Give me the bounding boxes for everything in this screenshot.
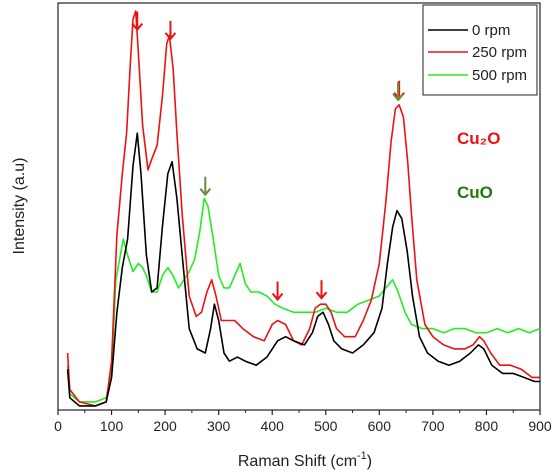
legend-label-0-rpm: 0 rpm [472, 22, 510, 39]
peak-markers [131, 11, 405, 302]
x-axis-title: Raman Shift (cm-1) [238, 450, 372, 470]
x-axis-title-main: Raman Shift (cm [238, 453, 357, 470]
peak-arrow-marker [199, 176, 212, 197]
series-line-250-rpm [66, 10, 540, 407]
peak-arrow-marker [392, 81, 404, 102]
series-line-500-rpm [66, 197, 541, 403]
peak-arrow-marker [131, 11, 144, 32]
y-axis-title: Intensity (a.u) [11, 158, 28, 255]
legend-label-500-rpm: 500 rpm [472, 67, 527, 84]
x-tick-label: 900 [528, 418, 552, 434]
x-axis-title-close: ) [367, 453, 372, 470]
peak-arrow-marker [315, 280, 328, 300]
x-tick-label: 700 [421, 418, 445, 434]
series-layer [66, 10, 541, 407]
cu2o-annotation: Cu₂O [457, 129, 500, 148]
x-tick-label: 400 [261, 418, 285, 434]
x-tick-label: 300 [207, 418, 231, 434]
x-axis-ticks: 0 100 200 300 400 500 600 700 800 900 [54, 410, 552, 434]
x-axis-title-superscript: -1 [357, 450, 367, 462]
legend: 0 rpm 250 rpm 500 rpm [422, 4, 538, 96]
x-tick-label: 200 [153, 418, 177, 434]
x-tick-label: 800 [475, 418, 499, 434]
x-tick-label: 100 [100, 418, 124, 434]
series-line-0-rpm [66, 132, 540, 407]
x-tick-label: 0 [54, 418, 62, 434]
x-tick-label: 500 [314, 418, 338, 434]
legend-label-250-rpm: 250 rpm [472, 44, 527, 61]
legend-box [422, 4, 538, 96]
x-tick-label: 600 [368, 418, 392, 434]
peak-arrow-marker [164, 20, 177, 41]
cuo-annotation: CuO [457, 183, 493, 202]
peak-arrow-marker [271, 281, 284, 302]
